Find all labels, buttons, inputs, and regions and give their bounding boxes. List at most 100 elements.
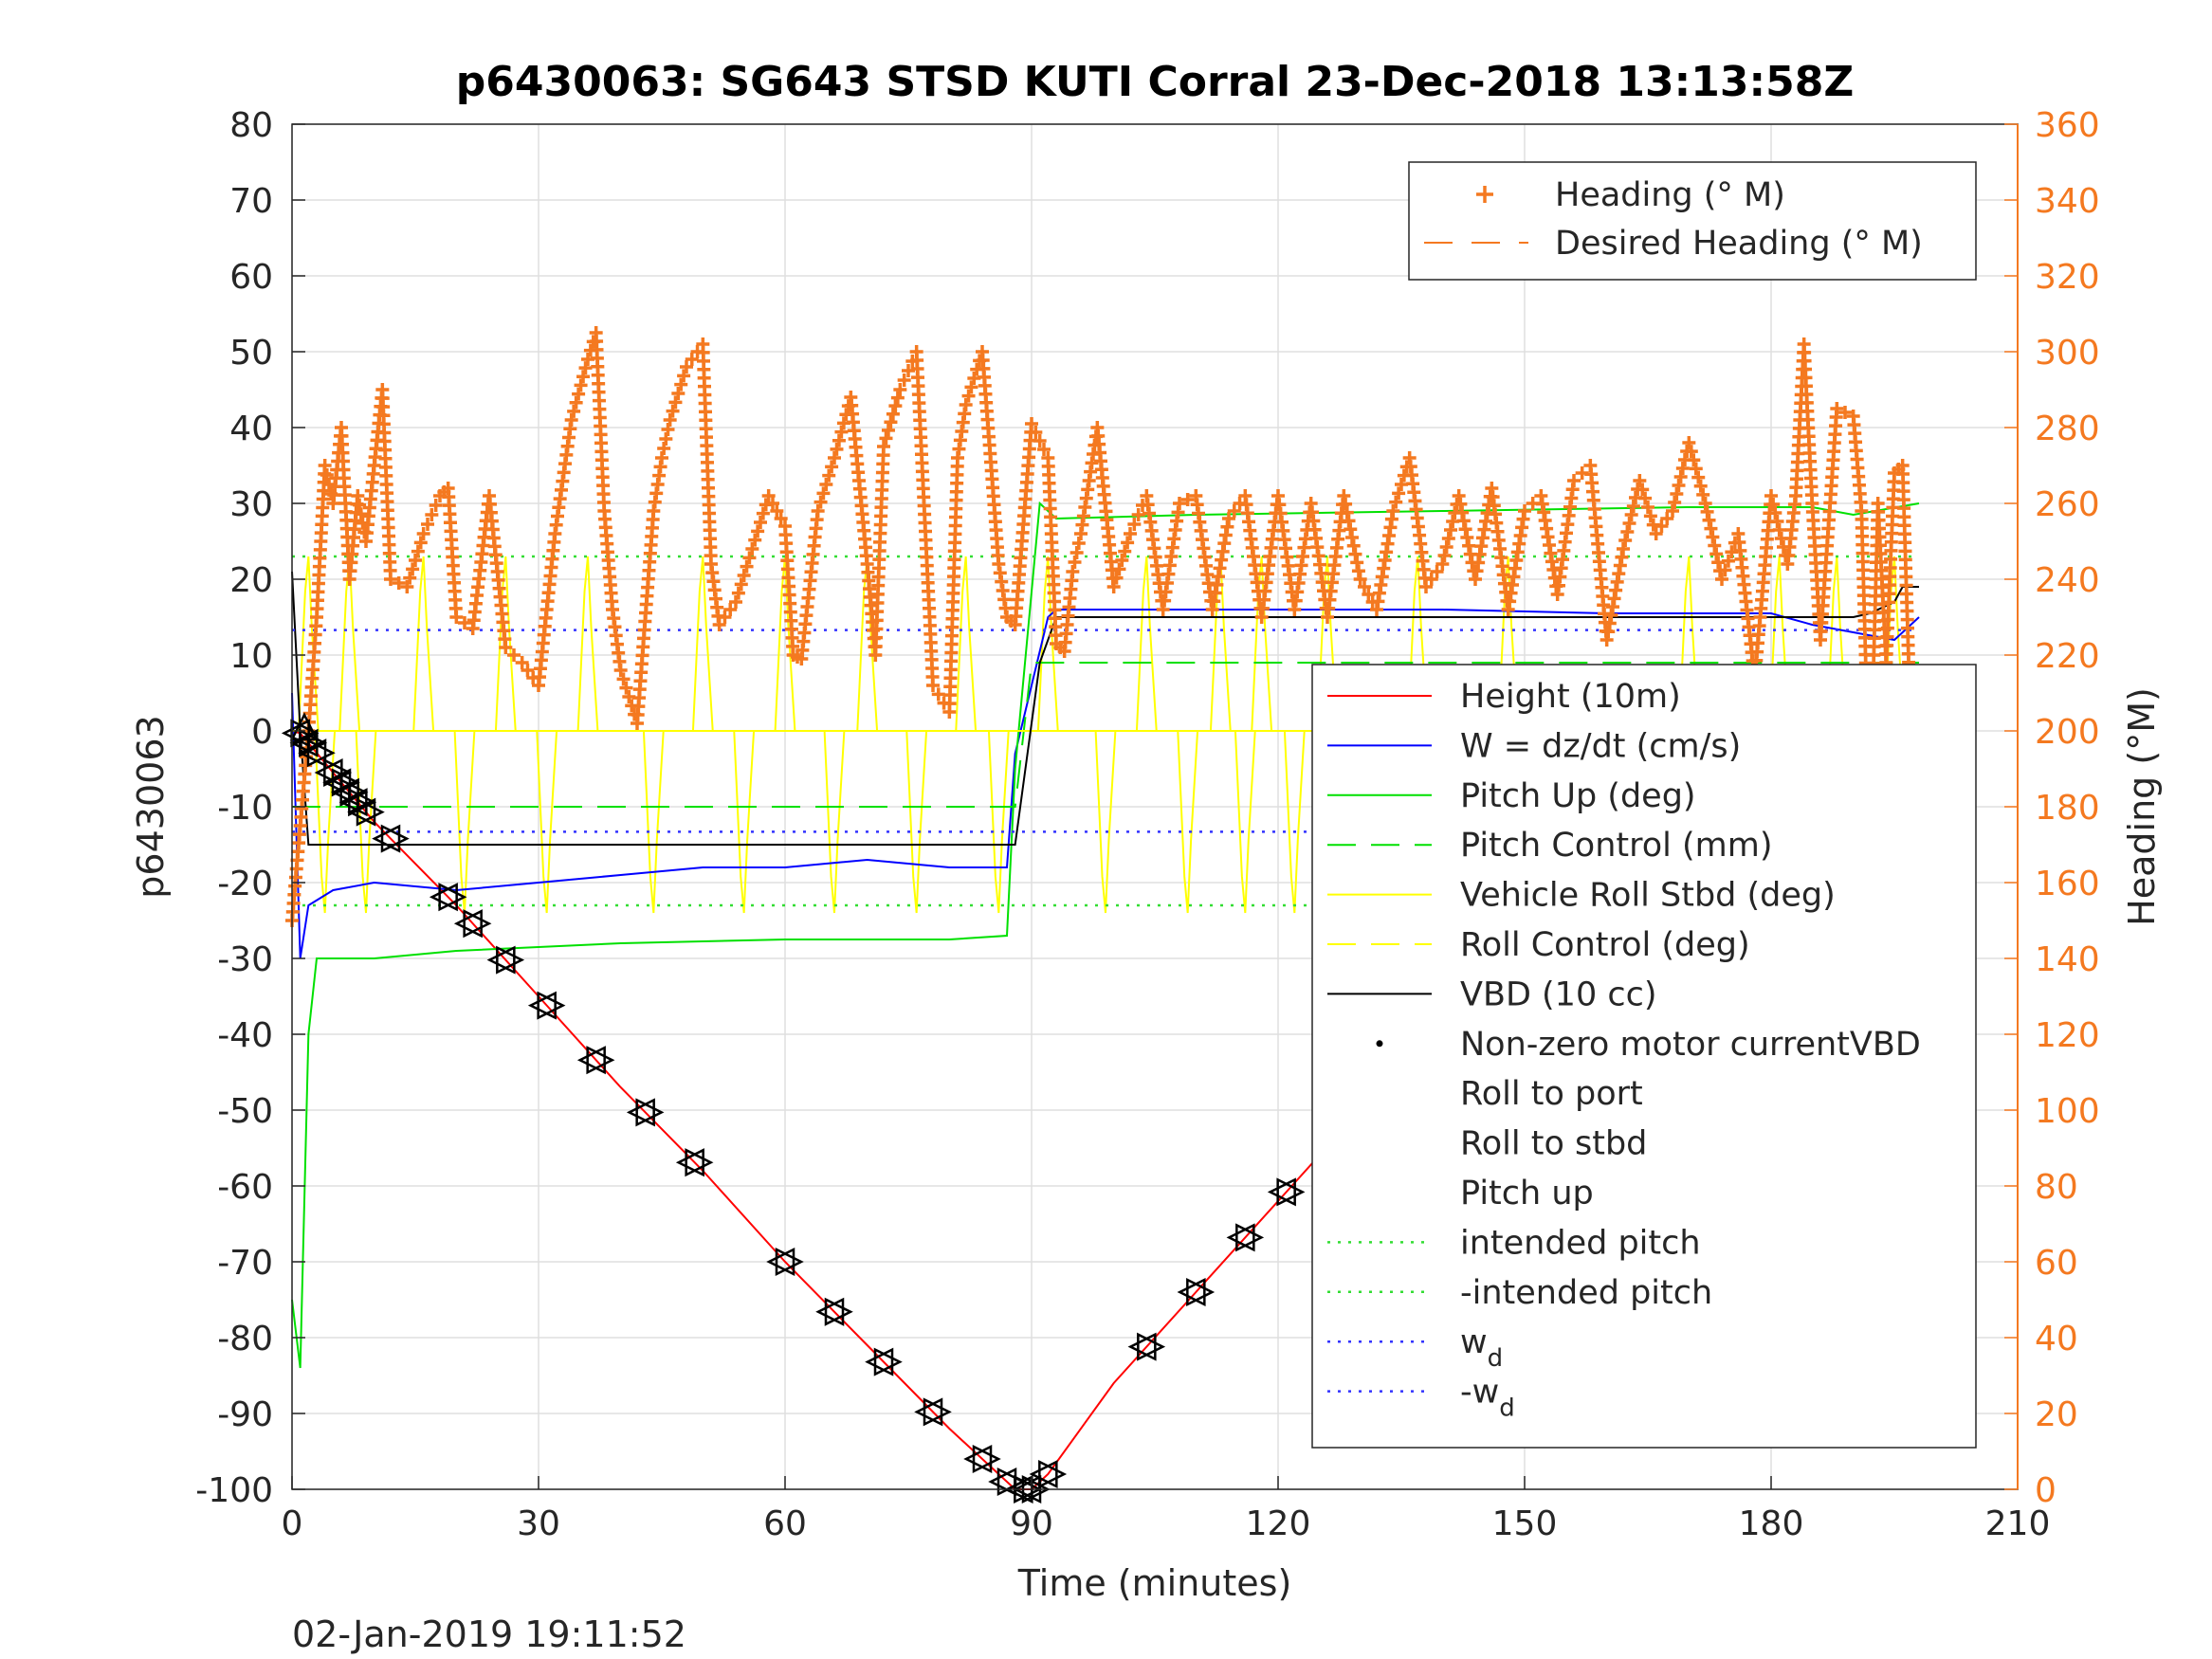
legend-heading-plus-icon: [1476, 186, 1493, 203]
x-tick-label: 150: [1492, 1504, 1558, 1543]
heading-marker: [1392, 486, 1406, 501]
heading-marker: [671, 387, 686, 400]
heading-marker: [400, 580, 414, 593]
heading-marker: [1025, 417, 1038, 430]
roll-spike: [955, 556, 978, 732]
heading-marker: [1649, 527, 1663, 540]
series-vbd-10-cc: [291, 571, 1919, 846]
roll-to-port-marker: [338, 788, 368, 817]
roll-to-port-marker: [626, 1098, 655, 1127]
y-right-tick-label: 180: [2035, 789, 2100, 828]
roll-to-port-marker: [347, 797, 376, 827]
legend-entry-label: Pitch Control (mm): [1460, 827, 1772, 865]
y-tick-label: -50: [217, 1092, 273, 1131]
y-right-tick-label: 0: [2035, 1471, 2057, 1510]
heading-marker: [1033, 434, 1047, 447]
heading-marker: [877, 440, 890, 453]
roll-to-port-marker: [766, 1247, 795, 1277]
legend-desired-heading-label: Desired Heading (° M): [1555, 225, 1923, 263]
heading-marker: [521, 664, 535, 677]
heading-marker: [416, 527, 430, 540]
heading-marker: [745, 542, 759, 556]
legend-entry-label: Height (10m): [1460, 678, 1681, 716]
heading-marker: [1071, 537, 1086, 550]
heading-marker: [879, 431, 893, 446]
y-tick-label: -60: [217, 1168, 273, 1207]
y-right-tick-label: 220: [2035, 637, 2100, 676]
roll-to-stbd-marker: [356, 797, 385, 827]
roll-to-stbd-marker: [496, 945, 525, 975]
heading-marker: [1353, 573, 1367, 586]
heading-marker: [819, 478, 833, 491]
roll-to-port-marker: [429, 883, 458, 912]
legend-entry-label: Pitch up: [1460, 1175, 1594, 1212]
heading-marker: [756, 506, 770, 520]
heading-marker: [613, 664, 628, 677]
heading-marker: [1838, 406, 1852, 419]
roll-to-port-marker: [1226, 1223, 1255, 1252]
heading-marker: [1439, 540, 1453, 554]
y-right-tick-label: 200: [2035, 713, 2100, 752]
heading-marker: [1770, 515, 1784, 528]
heading-marker: [1633, 474, 1647, 487]
y-right-tick-label: 20: [2035, 1395, 2078, 1434]
roll-to-stbd-marker: [972, 1444, 1001, 1474]
roll-to-stbd-marker: [923, 1397, 952, 1427]
roll-to-stbd-marker: [380, 824, 410, 853]
legend-heading: Heading (° M) Desired Heading (° M): [1408, 161, 1977, 281]
heading-marker: [429, 499, 443, 512]
heading-marker: [409, 554, 422, 567]
heading-marker: [574, 378, 588, 392]
roll-spike: [642, 730, 665, 914]
roll-spike: [733, 730, 756, 914]
x-axis-title: Time (minutes): [1017, 1562, 1292, 1604]
roll-to-port-marker: [963, 1444, 993, 1474]
heading-marker: [680, 360, 693, 374]
heading-marker: [1567, 474, 1581, 487]
heading-marker: [1115, 554, 1129, 567]
heading-marker: [1227, 504, 1241, 518]
heading-marker: [1696, 487, 1710, 501]
roll-to-port-marker: [1029, 1459, 1058, 1489]
roll-to-stbd-marker: [438, 883, 467, 912]
heading-marker: [1620, 525, 1635, 538]
heading-marker: [888, 399, 903, 413]
heading-marker: [1670, 487, 1684, 501]
heading-marker: [1389, 495, 1403, 509]
x-tick-label: 210: [1985, 1504, 2051, 1543]
roll-spike: [691, 556, 714, 732]
heading-marker: [718, 611, 732, 624]
heading-marker: [1424, 573, 1438, 586]
heading-marker: [411, 544, 425, 558]
heading-marker: [1708, 538, 1722, 553]
roll-to-stbd-marker: [348, 788, 377, 817]
heading-marker: [834, 425, 849, 439]
heading-marker: [1721, 554, 1735, 568]
heading-marker: [657, 442, 671, 455]
heading-marker: [572, 387, 586, 401]
chart-title: p6430063: SG643 STSD KUTI Corral 23-Dec-…: [456, 58, 1854, 106]
roll-to-stbd-marker: [1038, 1459, 1068, 1489]
legend-subscript: d: [1488, 1344, 1504, 1373]
roll-to-stbd-marker: [635, 1098, 665, 1127]
heading-marker: [406, 562, 420, 576]
heading-marker: [1622, 517, 1636, 530]
heading-marker: [569, 395, 583, 410]
heading-marker: [766, 497, 779, 510]
heading-marker: [1066, 565, 1080, 578]
heading-marker: [1660, 512, 1674, 525]
y-tick-label: 80: [229, 106, 273, 145]
y-tick-label: -20: [217, 865, 273, 903]
legend-entry-label: W = dz/dt (cm/s): [1460, 727, 1741, 765]
heading-marker: [1626, 500, 1640, 513]
y-right-tick-label: 260: [2035, 485, 2100, 524]
y-right-tick-label: 320: [2035, 258, 2100, 297]
roll-to-port-marker: [330, 777, 359, 807]
heading-marker: [723, 603, 738, 616]
heading-marker: [668, 395, 683, 410]
heading-marker: [737, 569, 751, 582]
legend-dot-icon: [1376, 1040, 1383, 1048]
y-tick-label: 20: [229, 561, 273, 600]
heading-marker: [674, 377, 688, 392]
